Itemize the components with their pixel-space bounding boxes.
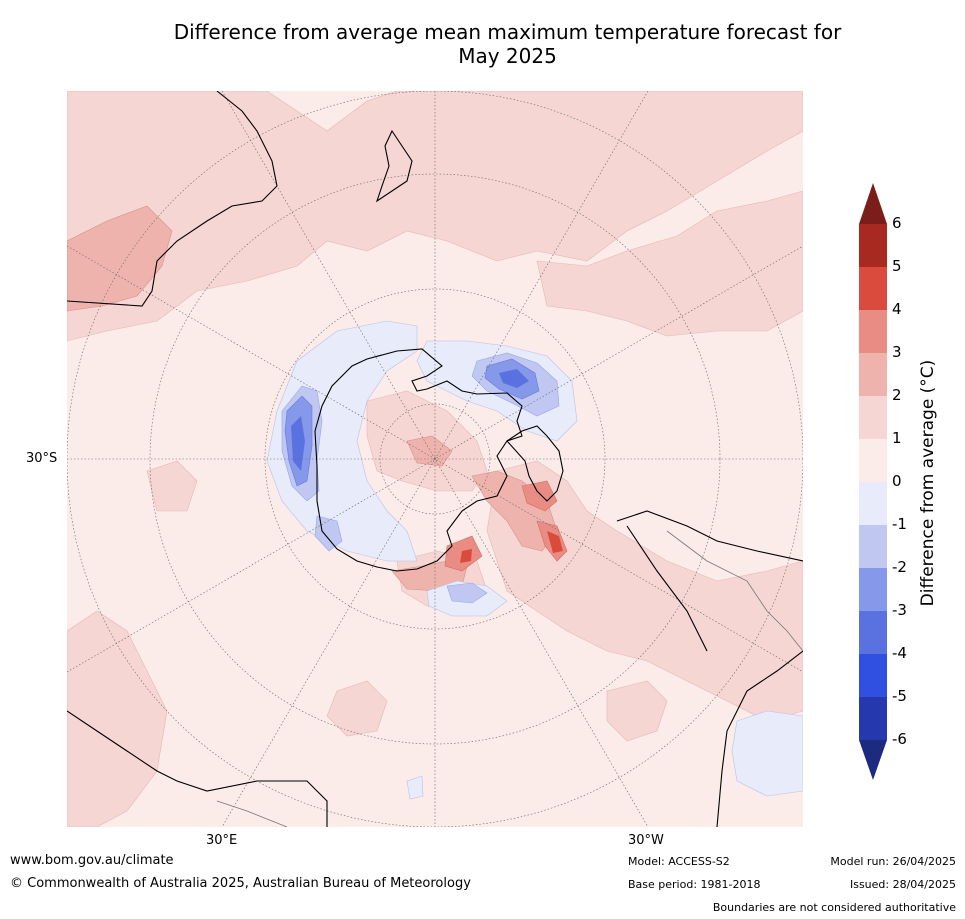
colorbar-tick-label: -2 [892,558,907,576]
colorbar-segment [859,697,887,740]
colorbar-tick-label: 5 [892,257,902,275]
colorbar-segment [859,396,887,439]
anomaly-minus4-to-minus3-regions [291,369,529,471]
colorbar-tick-label: 4 [892,300,902,318]
colorbar-segment [859,310,887,353]
south-america-coast [616,510,803,827]
anomaly-2-to-3-regions [67,205,558,592]
colorbar-tick-label: -3 [892,601,907,619]
colorbar-segment [859,611,887,654]
lon-label-30e: 30°E [206,833,238,848]
model-name: Model: ACCESS-S2 [628,855,730,868]
website-url: www.bom.gov.au/climate [10,853,174,868]
chart-title: Difference from average mean maximum tem… [60,20,955,68]
lon-label-30w: 30°W [628,833,664,848]
colorbar-tick-label: -5 [892,687,907,705]
graticule [67,91,803,827]
colorbar-tick-label: -1 [892,515,907,533]
new-zealand-coast [375,129,413,203]
lat-label-30s: 30°S [26,451,58,466]
issued-date: Issued: 28/04/2025 [849,878,956,891]
country-borders [216,530,803,827]
colorbar-tick-label: 0 [892,472,902,490]
colorbar-extend-min [859,740,887,780]
title-line-1: Difference from average mean maximum tem… [173,20,842,44]
boundaries-disclaimer: Boundaries are not considered authoritat… [712,901,956,914]
model-run-date: Model run: 26/04/2025 [830,855,956,868]
colorbar [859,183,887,780]
antarctica-coast [314,348,523,572]
colorbar-tick-label: 6 [892,214,902,232]
copyright: © Commonwealth of Australia 2025, Austra… [10,876,471,891]
colorbar-tick-label: 2 [892,386,902,404]
colorbar-tick-label: 3 [892,343,902,361]
colorbar-segment [859,439,887,482]
anomaly-4-to-5-regions [460,531,563,563]
antarctic-peninsula [506,425,564,502]
colorbar-segment [859,482,887,525]
temperature-anomaly-map [67,91,803,827]
coastlines [67,91,803,827]
colorbar-segment [859,224,887,267]
colorbar-tick-label: 1 [892,429,902,447]
base-period: Base period: 1981-2018 [628,878,761,891]
colorbar-segment [859,353,887,396]
africa-coast [67,710,328,827]
colorbar-label: Difference from average (°C) [918,359,938,607]
colorbar-tick-label: -6 [892,730,907,748]
colorbar-segment [859,525,887,568]
colorbar-extend-max [859,183,887,224]
colorbar-segment [859,267,887,310]
anomaly-1-to-2-regions [67,91,803,827]
colorbar-tick-label: -4 [892,644,907,662]
title-line-2: May 2025 [458,44,557,68]
colorbar-segment [859,654,887,697]
australia-coast [67,91,278,307]
colorbar-segment [859,568,887,611]
